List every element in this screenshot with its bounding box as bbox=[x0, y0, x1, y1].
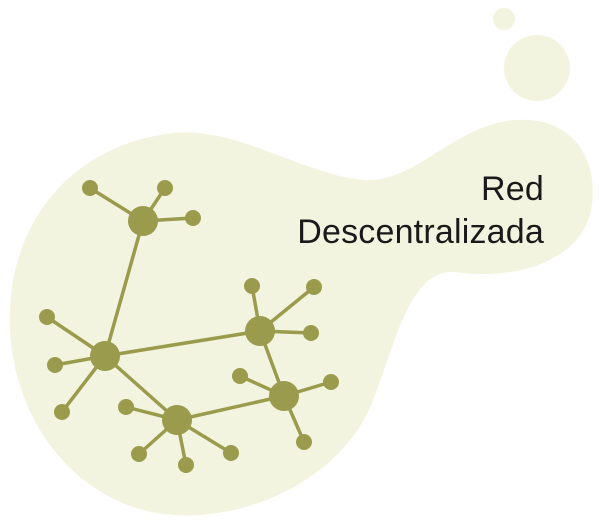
leaf-node bbox=[185, 210, 201, 226]
hub-link-edge bbox=[103, 329, 262, 358]
hub-link-edge bbox=[103, 219, 145, 358]
leaf-node bbox=[157, 180, 173, 196]
hub-link-edge bbox=[103, 354, 179, 422]
bubble-small bbox=[493, 8, 515, 30]
leaf-node bbox=[323, 374, 339, 390]
leaf-node bbox=[54, 404, 70, 420]
hub-left-node bbox=[90, 341, 120, 371]
title-line-2: Descentralizada bbox=[297, 213, 544, 251]
bubble-large bbox=[504, 35, 570, 101]
hub-link-edge bbox=[175, 394, 286, 422]
leaf-node bbox=[303, 325, 319, 341]
leaf-node bbox=[306, 279, 322, 295]
leaf-node bbox=[82, 180, 98, 196]
hub-bottom-node bbox=[162, 405, 192, 435]
title-line-1: Red bbox=[481, 170, 544, 208]
leaf-node bbox=[223, 445, 239, 461]
leaf-node bbox=[39, 309, 55, 325]
leaf-node bbox=[118, 399, 134, 415]
network-nodes bbox=[39, 180, 339, 473]
leaf-node bbox=[244, 278, 260, 294]
leaf-node bbox=[178, 457, 194, 473]
leaf-node bbox=[296, 434, 312, 450]
hub-far-right-node bbox=[269, 381, 299, 411]
leaf-node bbox=[131, 446, 147, 462]
leaf-node bbox=[232, 368, 248, 384]
hub-right-node bbox=[245, 316, 275, 346]
leaf-node bbox=[47, 357, 63, 373]
hub-top-node bbox=[128, 206, 158, 236]
